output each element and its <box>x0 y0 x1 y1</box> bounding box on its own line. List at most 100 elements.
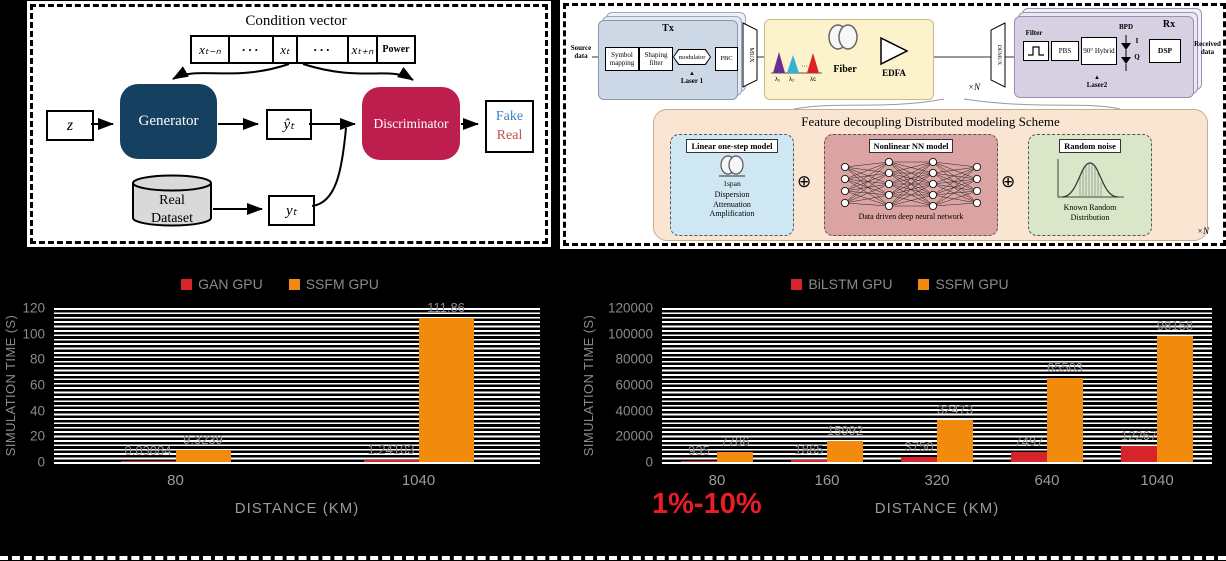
x-tick-label: 80 <box>167 472 184 489</box>
one-span-coil-icon <box>719 155 745 177</box>
edfa-label: EDFA <box>882 68 906 78</box>
plus-circle-icon: ⊕ <box>1001 172 1016 191</box>
bpd-diodes-icon <box>1121 35 1131 71</box>
laser-diode-icon: ▲ <box>1094 75 1100 81</box>
plus-circle-icon: ⊕ <box>797 172 812 191</box>
bar-bilstm-gpu <box>1121 446 1157 462</box>
laser2: ▲ Laser2 <box>1081 75 1113 89</box>
bar-bilstm-gpu <box>681 460 717 462</box>
bar-ssfm-gpu <box>1047 377 1083 462</box>
fiber-coil-icon <box>828 24 858 50</box>
laser-diode-icon: ▲ <box>689 71 695 77</box>
tx-title: Tx <box>662 23 674 34</box>
cell-dots-right: ··· <box>296 35 349 64</box>
z-input-box: z <box>46 110 94 141</box>
real-dataset-label: Real Dataset <box>151 193 193 226</box>
nn-caption: Data driven deep neural network <box>858 212 964 221</box>
random-noise-box: Random noise Known Random Distribution <box>1028 134 1152 236</box>
filter-box <box>1023 41 1049 61</box>
y-tick-label: 0 <box>645 454 653 470</box>
fake-real-box: Fake Real <box>485 100 534 153</box>
gan-architecture-diagram: Condition vector xₜ₋ₙ ··· xₜ ··· xₜ₊ₙ Po… <box>30 4 548 244</box>
fake-label: Fake <box>495 108 524 124</box>
bar-ssfm-gpu <box>418 318 474 462</box>
cylinder-shape <box>132 174 212 227</box>
scheme-title: Feature decoupling Distributed modeling … <box>801 114 1060 129</box>
bar-value-label: 9.3239 <box>183 432 223 448</box>
bar-ssfm-gpu <box>717 452 753 462</box>
x-axis-title: DISTANCE (KM) <box>234 500 360 517</box>
legend-marker <box>288 278 300 290</box>
pbs-box: PBS <box>1051 41 1079 61</box>
q-label: Q <box>1134 53 1140 61</box>
legend-label: SSFM GPU <box>935 276 1009 292</box>
rx-title: Rx <box>1162 19 1176 30</box>
bar-bilstm-gpu <box>791 459 827 462</box>
y-tick-label: 120 <box>22 300 45 316</box>
x-tick-label: 80 <box>708 472 726 489</box>
y-tick-label: 40000 <box>615 403 653 419</box>
legend-item: GAN GPU <box>181 276 263 292</box>
cell-dots-left: ··· <box>228 35 274 64</box>
bar-bilstm-gpu <box>901 457 937 462</box>
mux-block: MUX <box>742 22 758 88</box>
bar-ssfm-gpu <box>827 441 863 462</box>
demux-block: DEMUX <box>990 22 1006 88</box>
chart-yticks: 0 20000 40000 60000 80000 100000 120000 <box>574 301 656 470</box>
xn-scheme-label: ×N <box>1196 226 1210 236</box>
condition-vector-cells: xₜ₋ₙ ··· xₜ ··· xₜ₊ₙ Power <box>190 35 416 64</box>
amplification-label: Amplification <box>709 209 755 219</box>
generator-block: Generator <box>120 84 217 159</box>
bar-value-label: 65503 <box>1046 359 1084 375</box>
laser1-label: Laser 1 <box>680 76 704 85</box>
optical-system-diagram: Source data Tx Symbol mapping Shaping fi… <box>563 3 1226 246</box>
bar-value-label: 3750 <box>904 439 934 455</box>
bar-ssfm-gpu <box>1157 336 1193 462</box>
source-data-label: Source data <box>570 44 592 61</box>
bar-value-label: 111.86 <box>427 300 465 316</box>
legend-marker <box>791 278 803 290</box>
x-tick-label: 320 <box>924 472 950 489</box>
real-dataset-cylinder: Real Dataset <box>131 174 213 227</box>
bar-value-label: 1865 <box>794 441 824 457</box>
bar-value-label: 1.24103 <box>367 442 415 458</box>
fiber-span-block: ··· λ₁ λ₂ λc Fiber EDFA <box>764 19 934 100</box>
modulator-hexagon: modulator <box>673 49 711 65</box>
real-label: Real <box>496 127 523 143</box>
laser1: ▲ Laser 1 <box>673 71 711 85</box>
bar-gan-gpu <box>363 460 419 462</box>
nn-header: Nonlinear NN model <box>868 139 954 153</box>
noise-caption: Known Random Distribution <box>1063 203 1117 222</box>
bilstm-vs-ssfm-chart: BiLSTM GPU SSFM GPU SIMULATION TIME (S) 0… <box>574 270 1226 560</box>
cell-x-t-minus-n: xₜ₋ₙ <box>190 35 230 64</box>
legend-marker <box>918 278 930 290</box>
rx-block: Rx Filter PBS 90° Hybrid BPD I Q DSP ▲ L… <box>1014 16 1194 98</box>
tx-block: Tx Symbol mapping Shaping filter modulat… <box>598 20 738 100</box>
chart-xticks: 80 160 320 640 1040 <box>662 472 1212 490</box>
bar-value-label: 12267 <box>1120 428 1158 444</box>
mux-label: MUX <box>748 47 755 62</box>
brace-connector <box>793 98 1121 110</box>
symbol-mapping-box: Symbol mapping <box>605 47 639 71</box>
received-data-label: Received data <box>1194 40 1221 57</box>
bar-value-label: 935 <box>688 442 710 458</box>
y-hat-box: ŷₜ <box>266 109 312 140</box>
legend-marker <box>181 278 193 290</box>
y-tick-label: 100000 <box>607 326 653 342</box>
pbc-box: PBC <box>715 47 738 71</box>
x-tick-label: 160 <box>814 472 840 489</box>
lambdac-label: λc <box>810 77 816 83</box>
y-tick-label: 20 <box>29 428 45 444</box>
chart-legend: BiLSTM GPU SSFM GPU <box>574 276 1226 292</box>
wdm-spectrum-icon: ··· λ₁ λ₂ λc <box>771 52 822 83</box>
chart-plot: 0.03084 9.3239 1.24103 111.86 <box>54 300 540 464</box>
dsp-box: DSP <box>1149 39 1181 63</box>
edfa-amplifier-icon <box>880 36 909 66</box>
noise-header: Random noise <box>1059 139 1121 153</box>
y-box: yₜ <box>268 195 315 226</box>
condition-vector-title: Condition vector <box>245 13 347 29</box>
bar-value-label: 32473 <box>936 402 974 418</box>
bar-ssfm-gpu <box>937 420 973 462</box>
x-axis-title: DISTANCE (KM) <box>874 500 1000 517</box>
bpd-label: BPD <box>1119 23 1133 31</box>
